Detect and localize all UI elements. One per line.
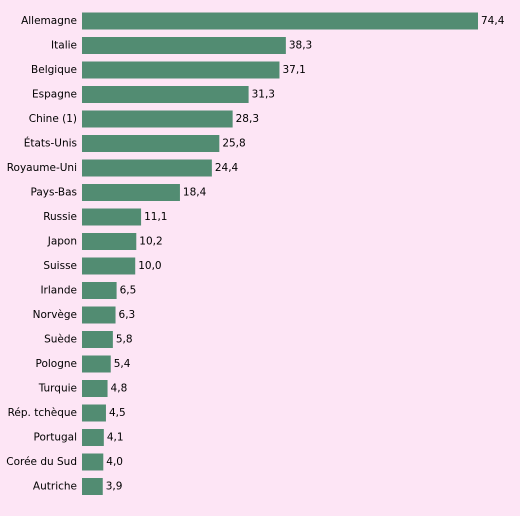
value-label: 4,0 <box>106 456 123 468</box>
bar <box>82 453 104 471</box>
value-label: 6,5 <box>120 285 137 297</box>
value-label: 25,8 <box>222 138 245 150</box>
value-label: 18,4 <box>183 187 207 199</box>
category-label: Allemagne <box>21 15 77 27</box>
category-label: Espagne <box>32 89 77 101</box>
bar <box>82 404 106 422</box>
value-label: 38,3 <box>289 40 312 52</box>
category-label: Russie <box>43 211 77 223</box>
value-label: 5,8 <box>116 334 133 346</box>
category-label: Turquie <box>38 383 77 395</box>
bar <box>82 12 478 30</box>
value-label: 31,3 <box>252 89 275 101</box>
bar <box>82 86 249 103</box>
category-label: Autriche <box>33 481 77 493</box>
value-label: 10,2 <box>139 236 162 248</box>
bar <box>82 184 180 201</box>
bar <box>82 429 104 446</box>
bar <box>82 331 113 348</box>
bar <box>82 257 136 275</box>
category-label: Portugal <box>34 432 78 444</box>
value-label: 10,0 <box>138 260 161 272</box>
category-label: Suisse <box>43 260 77 272</box>
value-label: 28,3 <box>236 113 259 125</box>
bar <box>82 478 103 495</box>
value-label: 5,4 <box>114 358 131 370</box>
value-label: 11,1 <box>144 211 167 223</box>
category-label: Irlande <box>40 285 77 297</box>
bar <box>82 306 116 324</box>
value-label: 37,1 <box>282 64 305 76</box>
category-label: Chine (1) <box>29 113 77 125</box>
bar <box>82 61 280 79</box>
bar <box>82 208 142 226</box>
value-label: 4,8 <box>111 383 128 395</box>
category-label: Royaume-Uni <box>7 162 77 174</box>
bar <box>82 282 117 299</box>
category-label: Corée du Sud <box>6 456 77 468</box>
value-label: 4,1 <box>107 432 124 444</box>
category-label: Italie <box>51 40 77 52</box>
bar <box>82 135 220 152</box>
value-label: 24,4 <box>215 162 239 174</box>
bar <box>82 37 286 54</box>
bar <box>82 233 137 250</box>
bar <box>82 355 111 373</box>
category-label: Suède <box>44 334 77 346</box>
category-label: Pologne <box>35 358 77 370</box>
category-label: Belgique <box>31 64 77 76</box>
value-label: 4,5 <box>109 407 126 419</box>
category-label: États-Unis <box>24 137 77 150</box>
bar <box>82 380 108 397</box>
category-label: Norvège <box>33 309 77 321</box>
value-label: 3,9 <box>106 481 123 493</box>
value-label: 6,3 <box>119 309 136 321</box>
category-label: Pays-Bas <box>30 187 77 199</box>
category-label: Japon <box>47 236 77 248</box>
bar <box>82 110 233 128</box>
value-label: 74,4 <box>481 15 505 27</box>
category-label: Rép. tchèque <box>8 407 77 419</box>
bar <box>82 159 212 177</box>
